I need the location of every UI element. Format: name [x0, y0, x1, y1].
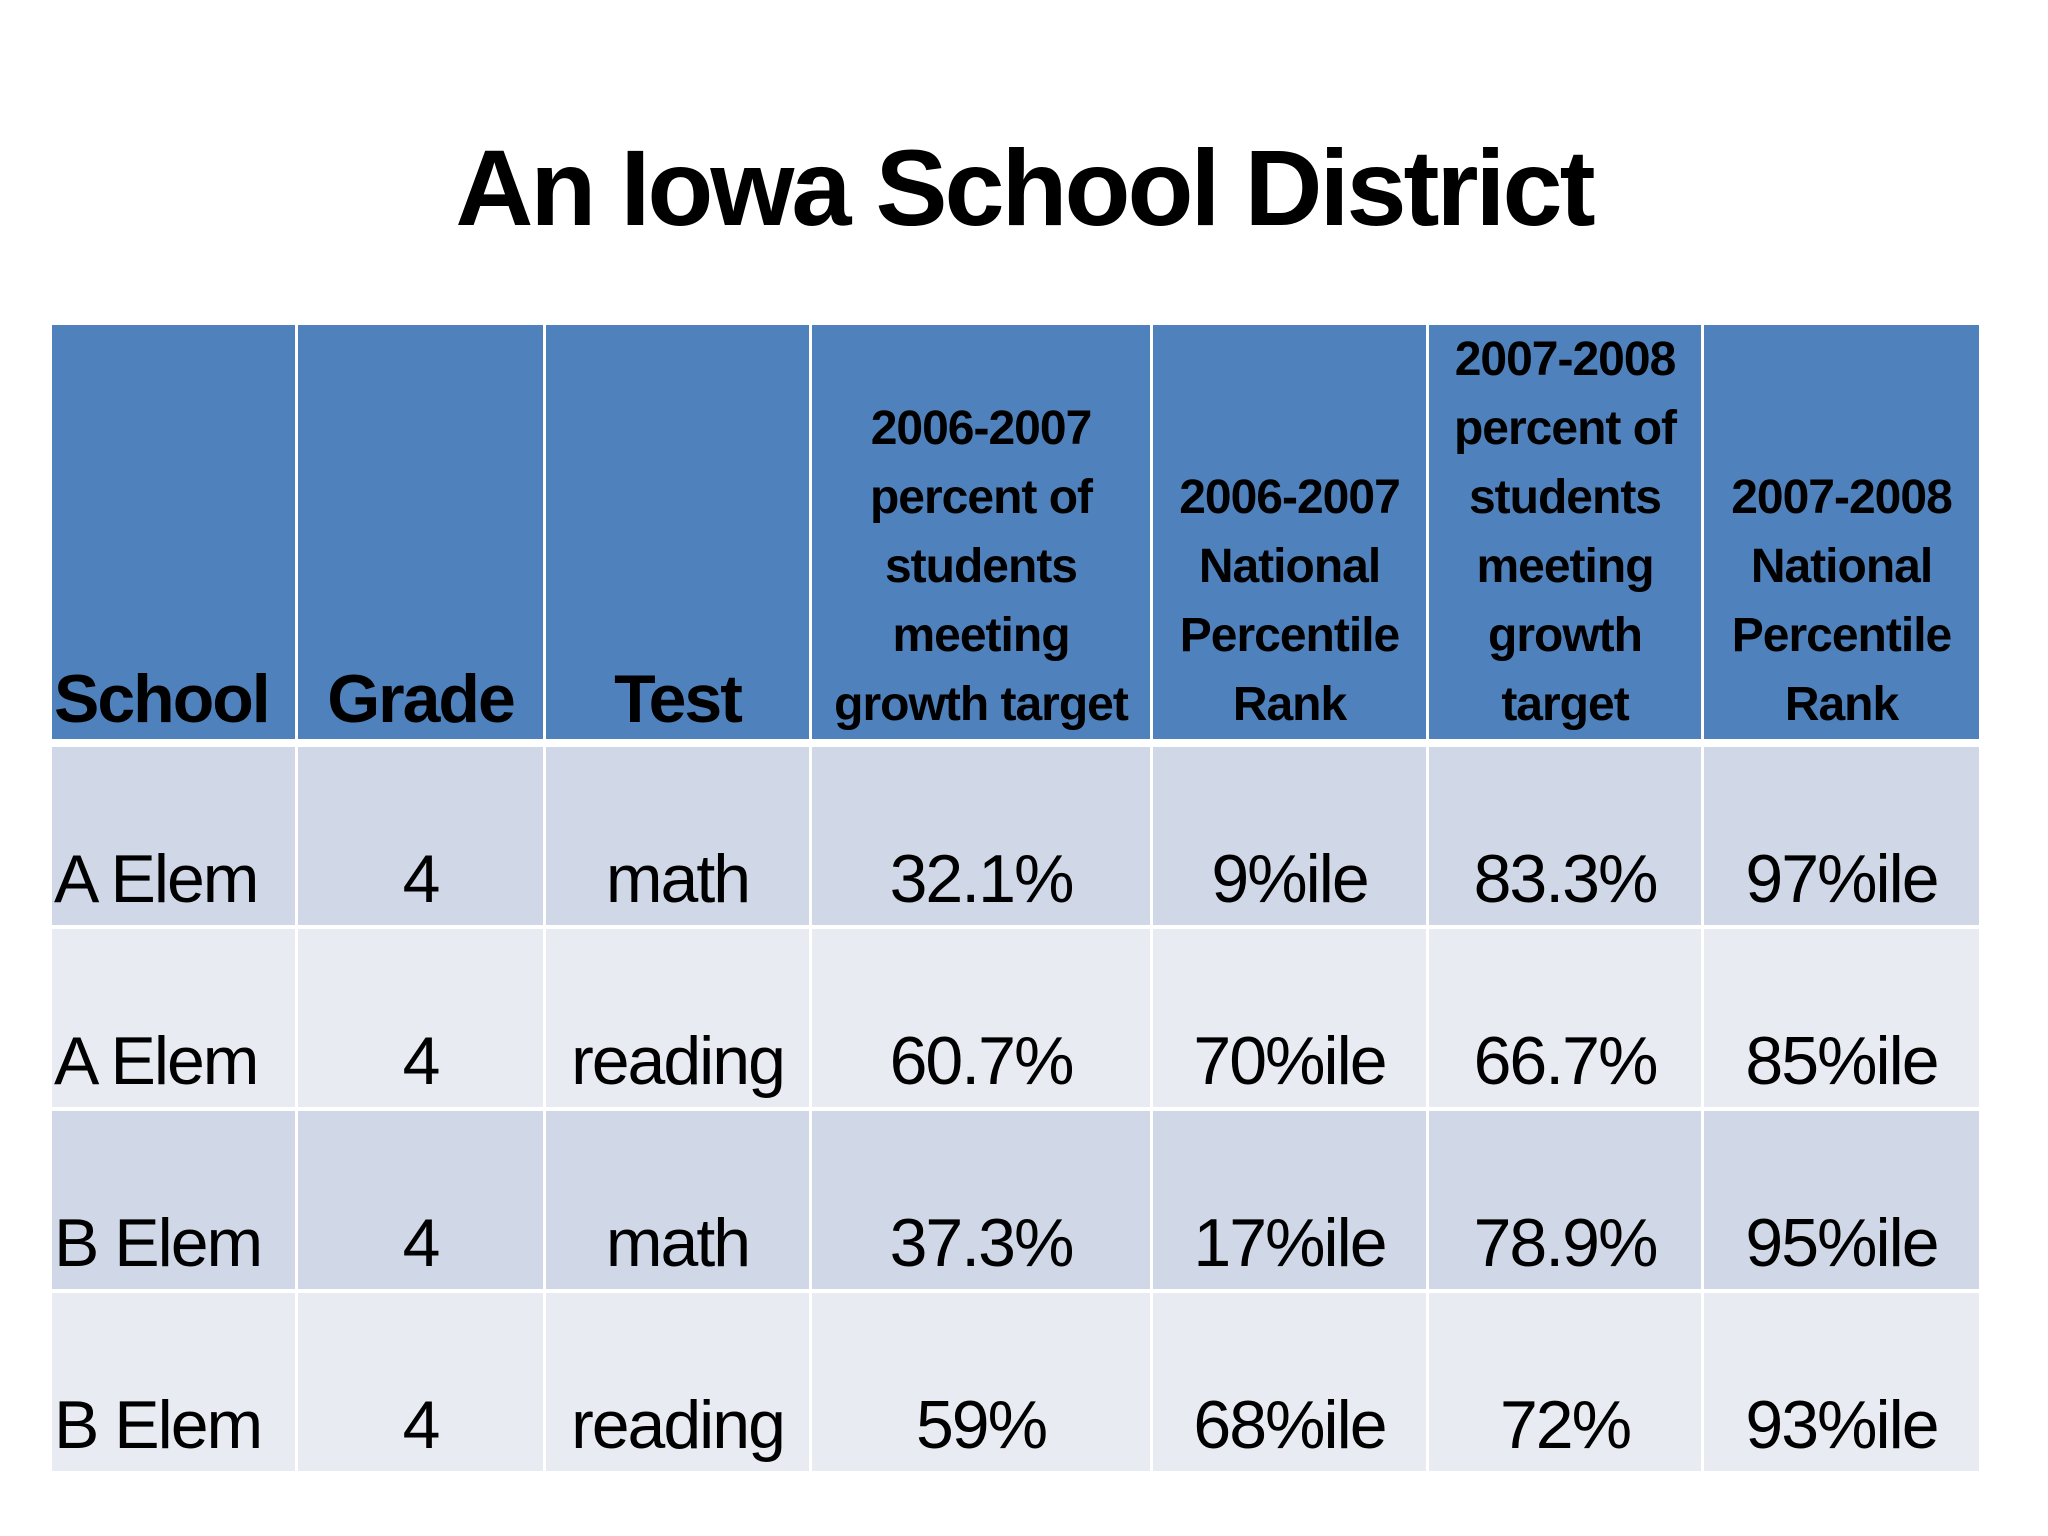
header-school-label: School	[54, 661, 271, 737]
cell-grade: 4	[298, 929, 546, 1111]
header-line: 2006-2007	[870, 402, 1093, 455]
cell-school: A Elem	[52, 747, 298, 929]
header-school: School	[52, 325, 298, 747]
header-line: growth	[1488, 609, 1643, 662]
cell-2007-2008-npr: 95%ile	[1704, 1111, 1979, 1293]
header-line: Percentile	[1179, 609, 1400, 662]
header-line: growth target	[834, 678, 1129, 731]
cell-test: reading	[546, 1293, 812, 1471]
header-line: meeting	[892, 609, 1070, 662]
cell-2006-2007-growth: 32.1%	[812, 747, 1153, 929]
table-row: A Elem 4 reading 60.7% 70%ile 66.7% 85%i…	[52, 929, 1979, 1111]
cell-2007-2008-growth: 72%	[1429, 1293, 1704, 1471]
cell-2006-2007-npr: 9%ile	[1153, 747, 1429, 929]
cell-grade: 4	[298, 1111, 546, 1293]
header-line: Rank	[1232, 678, 1347, 731]
cell-2007-2008-npr: 93%ile	[1704, 1293, 1979, 1471]
header-line: percent of	[869, 471, 1093, 524]
cell-2007-2008-npr: 85%ile	[1704, 929, 1979, 1111]
cell-2007-2008-growth: 83.3%	[1429, 747, 1704, 929]
header-line: target	[1501, 678, 1629, 731]
cell-test: math	[546, 747, 812, 929]
header-line: 2007-2008	[1454, 333, 1677, 386]
cell-grade: 4	[298, 1293, 546, 1471]
table-row: B Elem 4 reading 59% 68%ile 72% 93%ile	[52, 1293, 1979, 1471]
header-2006-2007-npr: 2006-2007 National Percentile Rank	[1153, 325, 1429, 747]
header-line: students	[1468, 471, 1662, 524]
header-test: Test	[546, 325, 812, 747]
cell-2006-2007-growth: 59%	[812, 1293, 1153, 1471]
header-2007-2008-npr: 2007-2008 National Percentile Rank	[1704, 325, 1979, 747]
cell-school: A Elem	[52, 929, 298, 1111]
cell-2006-2007-growth: 37.3%	[812, 1111, 1153, 1293]
header-2006-2007-growth: 2006-2007 percent of students meeting gr…	[812, 325, 1153, 747]
header-line: Percentile	[1731, 609, 1952, 662]
cell-school: B Elem	[52, 1111, 298, 1293]
header-line: National	[1750, 540, 1933, 593]
slide-title: An Iowa School District	[455, 127, 1595, 248]
header-line: students	[884, 540, 1078, 593]
cell-2007-2008-growth: 66.7%	[1429, 929, 1704, 1111]
header-grade: Grade	[298, 325, 546, 747]
header-line: 2006-2007	[1179, 471, 1401, 524]
cell-grade: 4	[298, 747, 546, 929]
school-results-table: School Grade Test 2006-2007 percent of s…	[52, 325, 1979, 1471]
cell-2007-2008-growth: 78.9%	[1429, 1111, 1704, 1293]
cell-2006-2007-npr: 70%ile	[1153, 929, 1429, 1111]
header-line: percent of	[1453, 402, 1677, 455]
cell-2007-2008-npr: 97%ile	[1704, 747, 1979, 929]
header-row: School Grade Test 2006-2007 percent of s…	[52, 325, 1979, 747]
cell-school: B Elem	[52, 1293, 298, 1471]
header-line: National	[1198, 540, 1381, 593]
header-line: 2007-2008	[1731, 471, 1953, 524]
cell-2006-2007-growth: 60.7%	[812, 929, 1153, 1111]
header-2007-2008-growth: 2007-2008 percent of students meeting gr…	[1429, 325, 1704, 747]
header-line: meeting	[1476, 540, 1654, 593]
header-test-label: Test	[614, 661, 743, 737]
cell-test: math	[546, 1111, 812, 1293]
cell-2006-2007-npr: 17%ile	[1153, 1111, 1429, 1293]
header-line: Rank	[1784, 678, 1899, 731]
cell-2006-2007-npr: 68%ile	[1153, 1293, 1429, 1471]
table-row: A Elem 4 math 32.1% 9%ile 83.3% 97%ile	[52, 747, 1979, 929]
header-grade-label: Grade	[327, 661, 516, 737]
table-row: B Elem 4 math 37.3% 17%ile 78.9% 95%ile	[52, 1111, 1979, 1293]
cell-test: reading	[546, 929, 812, 1111]
